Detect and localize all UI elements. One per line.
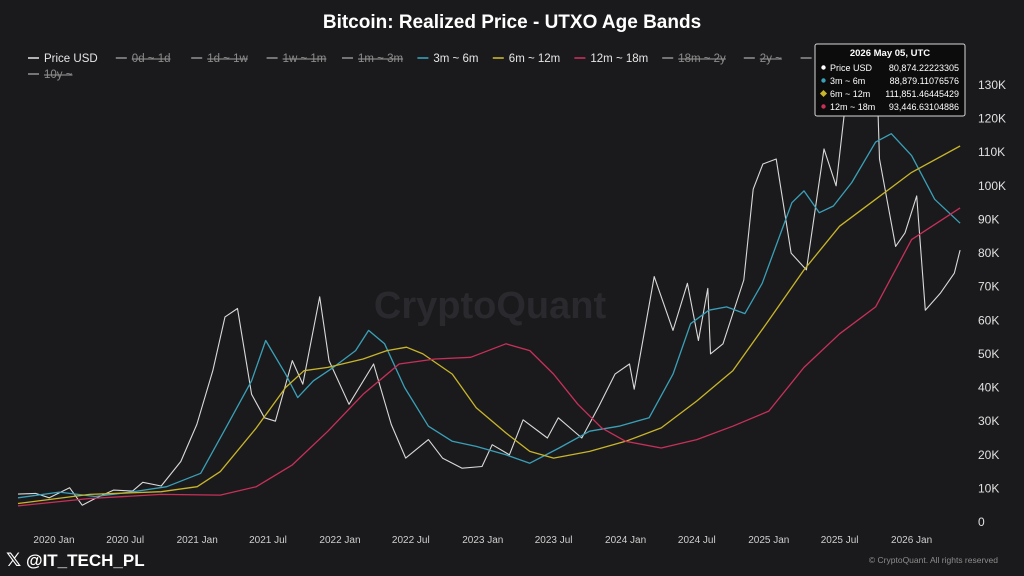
- x-tick-label: 2023 Jul: [535, 535, 573, 546]
- series-group: [17, 98, 961, 507]
- tooltip-label: 12m ~ 18m: [830, 102, 875, 112]
- y-tick-label: 40K: [978, 381, 999, 395]
- x-tick-label: 2023 Jan: [462, 535, 503, 546]
- tooltip-value: 93,446.63104886: [889, 102, 959, 112]
- x-logo-icon: 𝕏: [6, 550, 22, 571]
- x-tick-label: 2021 Jul: [249, 535, 287, 546]
- series-line-price-usd: [17, 98, 961, 506]
- y-tick-label: 80K: [978, 246, 999, 260]
- y-tick-label: 0: [978, 515, 985, 529]
- legend-label: 6m ~ 12m: [509, 53, 560, 65]
- legend-label: 1d ~ 1w: [207, 53, 248, 65]
- x-tick-label: 2020 Jan: [33, 535, 74, 546]
- tooltip-value: 88,879.11076576: [890, 76, 959, 86]
- x-tick-label: 2022 Jul: [392, 535, 430, 546]
- legend-item-10y[interactable]: 10y ~: [28, 69, 73, 81]
- x-tick-label: 2024 Jul: [678, 535, 716, 546]
- tooltip-box: [814, 43, 966, 117]
- tooltip-marker: [819, 89, 828, 98]
- series-line-3m-6m: [17, 133, 961, 499]
- y-axis: 0 10K 20K 30K 40K 50K 60K 70K 80K 90K 100K 110K 120K…: [978, 78, 1006, 529]
- tooltip-marker: [821, 78, 826, 83]
- series-line-12m-18m: [17, 207, 961, 507]
- tooltip-label: 3m ~ 6m: [830, 76, 865, 86]
- x-tick-label: 2025 Jan: [748, 535, 789, 546]
- y-tick-label: 100K: [978, 179, 1006, 193]
- legend-label: 12m ~ 18m: [590, 53, 648, 65]
- author-handle: @IT_TECH_PL: [26, 551, 145, 570]
- legend-item-1d-1w[interactable]: 1d ~ 1w: [191, 53, 248, 65]
- legend-label: 10y ~: [44, 69, 73, 81]
- chart-title: Bitcoin: Realized Price - UTXO Age Bands: [322, 12, 702, 33]
- legend-item-1m-3m[interactable]: 1m ~ 3m: [342, 53, 403, 65]
- legend-item-price-usd[interactable]: Price USD: [28, 53, 98, 65]
- x-axis: 2020 Jan 2020 Jul 2021 Jan 2021 Jul 2022 Jan…: [33, 535, 932, 546]
- x-tick-label: 2020 Jul: [106, 535, 144, 546]
- legend-label: Price USD: [44, 53, 98, 65]
- tooltip-label: 6m ~ 12m: [830, 89, 870, 99]
- tooltip-marker: [821, 104, 826, 109]
- legend-label: 0d ~ 1d: [132, 53, 171, 65]
- y-tick-label: 110K: [978, 145, 1005, 159]
- watermark: CryptoQuant: [374, 285, 607, 327]
- y-tick-label: 30K: [978, 414, 999, 428]
- y-tick-label: 20K: [978, 448, 999, 462]
- legend-label: 3m ~ 6m: [433, 53, 478, 65]
- copyright-text: © CryptoQuant. All rights reserved: [868, 555, 998, 565]
- y-tick-label: 120K: [978, 112, 1006, 126]
- legend-item-6m-12m[interactable]: 6m ~ 12m: [492, 53, 560, 65]
- legend-label: 18m ~ 2y: [678, 53, 726, 65]
- x-tick-label: 2026 Jan: [891, 535, 932, 546]
- series-line-6m-12m: [17, 145, 961, 505]
- y-tick-label: 130K: [978, 78, 1006, 92]
- tooltip-marker: [821, 65, 826, 70]
- y-tick-label: 50K: [978, 347, 999, 361]
- legend-item-1w-1m[interactable]: 1w ~ 1m: [266, 53, 327, 65]
- tooltip-label: Price USD: [830, 63, 873, 73]
- legend-item-3m-6m[interactable]: 3m ~ 6m: [417, 53, 478, 65]
- legend: Price USD 0d ~ 1d 1d ~ 1w 1w ~ 1m 1m ~ 3m 3m …: [28, 53, 917, 81]
- tooltip: 2026 May 05, UTC Price USD 80,874.22223305…: [814, 43, 966, 117]
- legend-item-18m-2y[interactable]: 18m ~ 2y: [662, 53, 726, 65]
- legend-label: 2y ~: [760, 53, 782, 65]
- legend-item-2y[interactable]: 2y ~: [743, 53, 782, 65]
- x-tick-label: 2022 Jan: [319, 535, 360, 546]
- y-tick-label: 10K: [978, 481, 999, 495]
- y-tick-label: 70K: [978, 280, 999, 294]
- y-tick-label: 90K: [978, 212, 999, 226]
- legend-item-12m-18m[interactable]: 12m ~ 18m: [574, 53, 648, 65]
- legend-label: 1m ~ 3m: [358, 53, 403, 65]
- legend-label: 1w ~ 1m: [283, 53, 327, 65]
- tooltip-value: 80,874.22223305: [889, 63, 959, 73]
- x-tick-label: 2025 Jul: [821, 535, 859, 546]
- tooltip-value: 111,851.46445429: [885, 89, 959, 99]
- x-tick-label: 2024 Jan: [605, 535, 646, 546]
- legend-item-0d-1d[interactable]: 0d ~ 1d: [115, 53, 171, 65]
- x-tick-label: 2021 Jan: [177, 535, 218, 546]
- y-tick-label: 60K: [978, 313, 999, 327]
- tooltip-date: 2026 May 05, UTC: [850, 48, 930, 59]
